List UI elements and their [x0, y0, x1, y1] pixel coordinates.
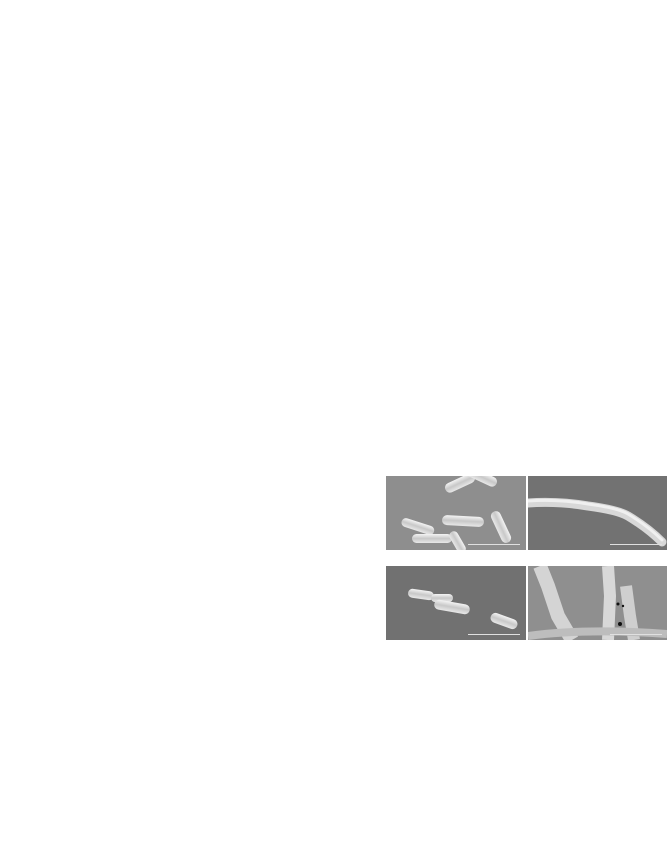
sem-image-ll37 [386, 566, 526, 640]
sem-image-h2a-ll37 [528, 566, 667, 640]
sem-image-untreated [386, 476, 526, 550]
sem-image-h2a [528, 476, 667, 550]
